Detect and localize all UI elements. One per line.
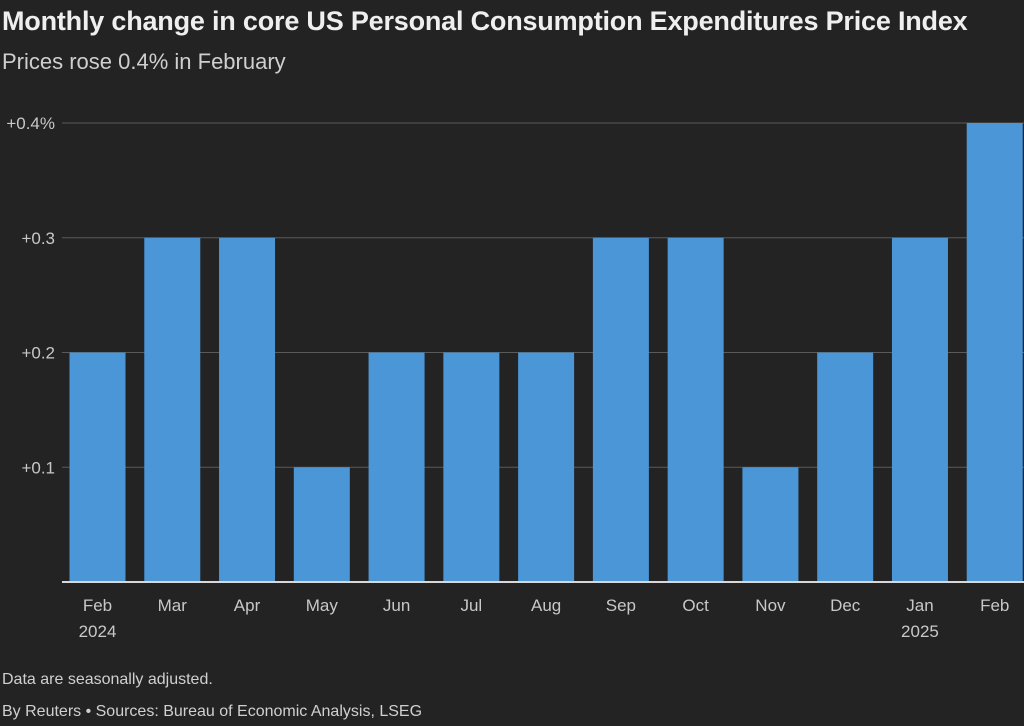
x-tick-label: Jun [383,596,410,615]
bar-jun-4 [368,352,425,582]
y-tick-label: +0.4% [6,114,55,133]
bar-aug-6 [518,352,575,582]
x-tick-label: Feb [83,596,112,615]
source-credit: By Reuters • Sources: Bureau of Economic… [2,703,423,720]
bar-apr-2 [219,237,276,582]
y-tick-label: +0.3 [21,229,55,248]
x-tick-label: Mar [158,596,188,615]
footnote: Data are seasonally adjusted. [2,671,213,688]
x-tick-year-label: 2025 [901,622,939,641]
bar-oct-8 [667,237,724,582]
bar-mar-1 [144,237,201,582]
bar-jan-11 [891,237,948,582]
y-tick-label: +0.1 [21,458,55,477]
x-tick-label: Oct [682,596,709,615]
bar-feb-0 [69,352,126,582]
y-tick-label: +0.2 [21,344,55,363]
x-tick-label: May [306,596,339,615]
x-tick-year-label: 2024 [79,622,117,641]
bar-sep-7 [592,237,649,582]
x-tick-label: Nov [755,596,786,615]
x-tick-label: Jan [906,596,933,615]
bar-jul-5 [443,352,500,582]
bar-feb-12 [966,123,1023,582]
x-tick-label: Jul [460,596,482,615]
bar-may-3 [293,467,350,582]
bar-nov-9 [742,467,799,582]
x-tick-label: Dec [830,596,861,615]
chart-subtitle: Prices rose 0.4% in February [2,49,286,74]
x-tick-label: Sep [606,596,636,615]
x-tick-label: Aug [531,596,561,615]
x-tick-label: Feb [980,596,1009,615]
x-tick-label: Apr [234,596,261,615]
bar-dec-10 [817,352,874,582]
chart-title: Monthly change in core US Personal Consu… [2,6,968,36]
